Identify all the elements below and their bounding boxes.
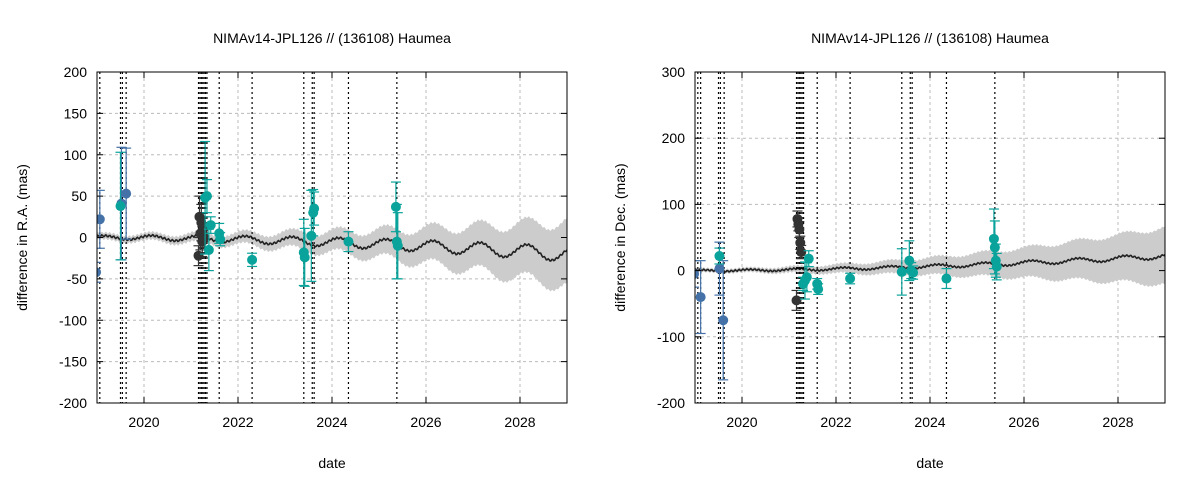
data-point: [390, 201, 401, 212]
data-point: [796, 247, 807, 258]
y-tick-label: 0: [79, 230, 87, 246]
data-point: [988, 233, 999, 244]
data-point: [97, 267, 102, 278]
series-dark: [791, 210, 807, 311]
x-tick-label: 2024: [914, 414, 945, 430]
y-tick-label: -200: [657, 395, 685, 411]
data-point: [896, 266, 907, 277]
data-point: [309, 203, 320, 214]
model-uncertainty-band: [695, 226, 1165, 287]
data-point: [991, 261, 1002, 272]
data-point: [791, 295, 802, 306]
y-tick-label: -150: [59, 354, 87, 370]
y-tick-label: 100: [662, 196, 686, 212]
data-point: [201, 191, 212, 202]
data-point: [199, 232, 210, 243]
data-point: [203, 244, 214, 255]
x-tick-label: 2020: [128, 414, 159, 430]
chart-1: NIMAv14-JPL126 // (136108) Haumea date dif…: [612, 30, 1166, 471]
data-point: [97, 214, 105, 225]
y-axis-label: difference in R.A. (mas): [14, 164, 30, 311]
chart-0: NIMAv14-JPL126 // (136108) Haumea date dif…: [14, 30, 568, 471]
x-tick-label: 2026: [410, 414, 441, 430]
data-point: [714, 263, 725, 274]
data-point: [908, 267, 919, 278]
x-axis-label: date: [318, 455, 345, 471]
x-tick-label: 2028: [1102, 414, 1133, 430]
x-tick-label: 2028: [504, 414, 535, 430]
data-point: [794, 224, 805, 235]
data-point: [795, 237, 806, 248]
y-tick-label: -100: [657, 329, 685, 345]
chart-title: NIMAv14-JPL126 // (136108) Haumea: [213, 30, 451, 46]
data-point: [343, 236, 354, 247]
x-axis-label: date: [916, 455, 943, 471]
y-tick-label: 50: [71, 188, 87, 204]
data-point: [121, 188, 132, 199]
data-point: [695, 292, 706, 303]
data-point: [247, 254, 258, 265]
series-teal: [115, 140, 403, 287]
y-tick-label: -200: [59, 395, 87, 411]
y-axis-label: difference in Dec. (mas): [612, 163, 628, 311]
data-point: [813, 284, 824, 295]
data-point: [845, 273, 856, 284]
chart-title: NIMAv14-JPL126 // (136108) Haumea: [811, 30, 1049, 46]
data-point: [695, 269, 700, 279]
data-point: [198, 224, 209, 235]
model-uncertainty-band: [97, 216, 567, 292]
plot-area: [97, 72, 567, 403]
y-tick-label: 150: [64, 105, 88, 121]
series-teal: [714, 208, 1002, 300]
data-point: [803, 253, 814, 264]
data-point: [941, 273, 952, 284]
data-point: [801, 272, 812, 283]
y-tick-label: 0: [677, 263, 685, 279]
y-tick-label: 200: [662, 130, 686, 146]
y-tick-label: 200: [64, 64, 88, 80]
data-point: [205, 220, 216, 231]
data-point: [904, 255, 915, 266]
x-tick-label: 2022: [820, 414, 851, 430]
y-tick-label: 100: [64, 147, 88, 163]
y-tick-label: -100: [59, 312, 87, 328]
data-point: [215, 234, 226, 245]
data-point: [718, 315, 729, 326]
x-tick-label: 2020: [726, 414, 757, 430]
x-tick-label: 2024: [316, 414, 347, 430]
data-point: [193, 250, 204, 261]
x-tick-label: 2026: [1008, 414, 1039, 430]
model-curve: [695, 253, 1165, 274]
data-point: [989, 242, 1000, 253]
data-point: [392, 240, 403, 251]
y-tick-label: -50: [67, 271, 87, 287]
model-curve: [97, 233, 567, 263]
x-tick-label: 2022: [222, 414, 253, 430]
plot-area: [695, 72, 1165, 403]
data-point: [299, 252, 310, 263]
data-point: [115, 201, 126, 212]
y-tick-label: 300: [662, 64, 686, 80]
data-point: [714, 251, 725, 262]
grid: [695, 72, 1165, 403]
epoch-lines: [697, 72, 996, 403]
